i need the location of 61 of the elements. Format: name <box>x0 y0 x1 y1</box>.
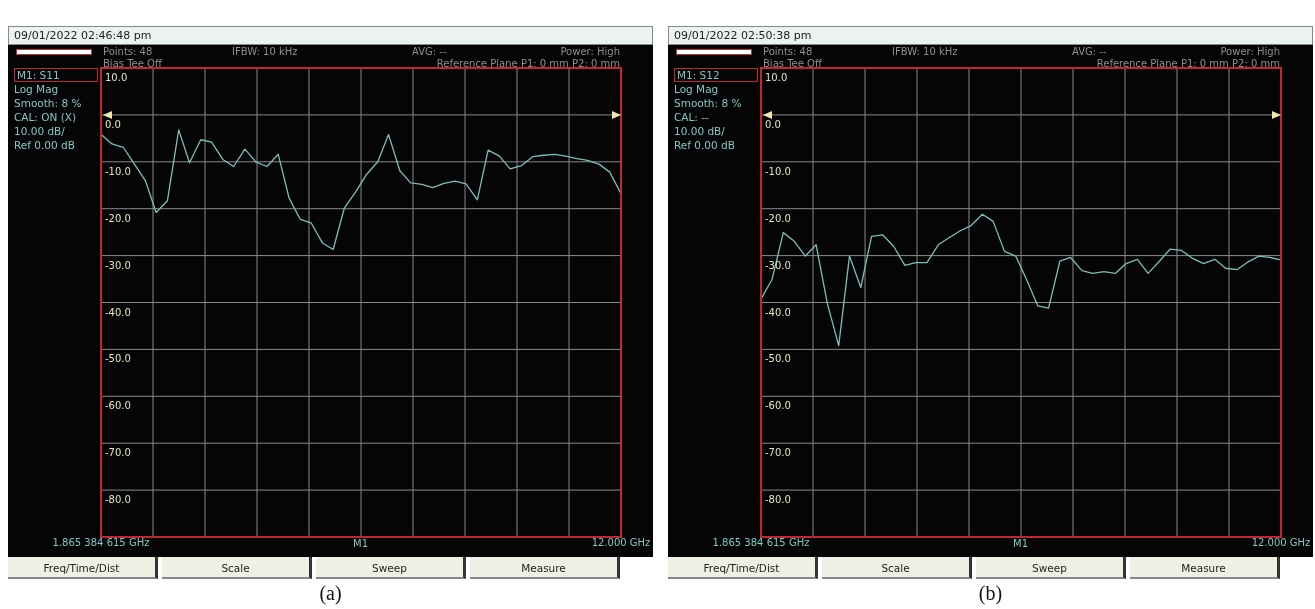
y-tick-label: -10.0 <box>105 165 131 177</box>
text: Sweep <box>976 557 1126 579</box>
y-tick-label: -20.0 <box>105 212 131 224</box>
y-tick-label: -80.0 <box>765 494 791 506</box>
text: Scale <box>162 557 312 579</box>
y-tick-label: -50.0 <box>765 353 791 365</box>
text: Points: 48 <box>103 46 153 57</box>
text: CAL: -- <box>674 111 709 123</box>
text: IFBW: 10 kHz <box>232 46 298 57</box>
text: M1: S12 <box>674 68 758 82</box>
text: Freq/Time/Dist <box>8 557 158 579</box>
y-tick-label: -60.0 <box>105 400 131 412</box>
text: M1 <box>353 538 368 549</box>
y-tick-label: -70.0 <box>765 447 791 459</box>
text: Freq/Time/Dist <box>668 557 818 579</box>
x-tick-label: 1.865 384 615 GHz <box>52 537 150 548</box>
text: Ref 0.00 dB <box>14 139 75 151</box>
text: 10.00 dB/ <box>674 125 725 137</box>
text: Power: High <box>560 46 620 57</box>
y-tick-label: -20.0 <box>765 212 791 224</box>
chart-subtitle: 09/01/2022 02:46:48 pm <box>14 29 152 42</box>
text: 10.00 dB/ <box>14 125 65 137</box>
y-tick-label: -50.0 <box>105 353 131 365</box>
y-tick-label: 10.0 <box>765 72 788 83</box>
y-tick-label: -30.0 <box>105 259 131 271</box>
annotation: Reference Plane P1: 0 mm P2: 0 mm <box>435 58 620 69</box>
text: Sweep <box>316 557 466 579</box>
y-tick-label: -40.0 <box>765 306 791 318</box>
text: Power: High <box>1220 46 1280 57</box>
text: Scale <box>822 557 972 579</box>
y-tick-label: -40.0 <box>105 306 131 318</box>
y-tick-label: -70.0 <box>105 447 131 459</box>
y-tick-label: 10.0 <box>105 72 128 83</box>
text: Measure <box>1130 557 1280 579</box>
text: Log Mag <box>14 83 59 95</box>
chart-subtitle: 09/01/2022 02:50:38 pm <box>674 29 812 42</box>
text: IFBW: 10 kHz <box>892 46 958 57</box>
y-tick-label: 0.0 <box>105 118 121 130</box>
text: Log Mag <box>674 83 719 95</box>
x-tick-label: 12.000 GHz <box>591 537 651 548</box>
text: M1 <box>1013 538 1028 549</box>
annotation: Bias Tee Off <box>763 58 822 69</box>
annotation: Bias Tee Off <box>103 58 162 69</box>
text: Points: 48 <box>763 46 813 57</box>
text: (a) <box>318 582 343 605</box>
text: (b) <box>977 582 1004 605</box>
x-tick-label: 12.000 GHz <box>1251 537 1311 548</box>
text: AVG: -- <box>1072 46 1107 57</box>
text: M1: S11 <box>14 68 98 82</box>
y-tick-label: -80.0 <box>105 494 131 506</box>
y-tick-label: 0.0 <box>765 118 781 130</box>
x-tick-label: 1.865 384 615 GHz <box>712 537 810 548</box>
annotation: Reference Plane P1: 0 mm P2: 0 mm <box>1095 58 1280 69</box>
text: AVG: -- <box>412 46 447 57</box>
text: Smooth: 8 % <box>14 97 82 109</box>
y-tick-label: -10.0 <box>765 165 791 177</box>
text: Smooth: 8 % <box>674 97 742 109</box>
y-tick-label: -60.0 <box>765 400 791 412</box>
text: Measure <box>470 557 620 579</box>
text: Ref 0.00 dB <box>674 139 735 151</box>
text: CAL: ON (X) <box>14 111 77 123</box>
